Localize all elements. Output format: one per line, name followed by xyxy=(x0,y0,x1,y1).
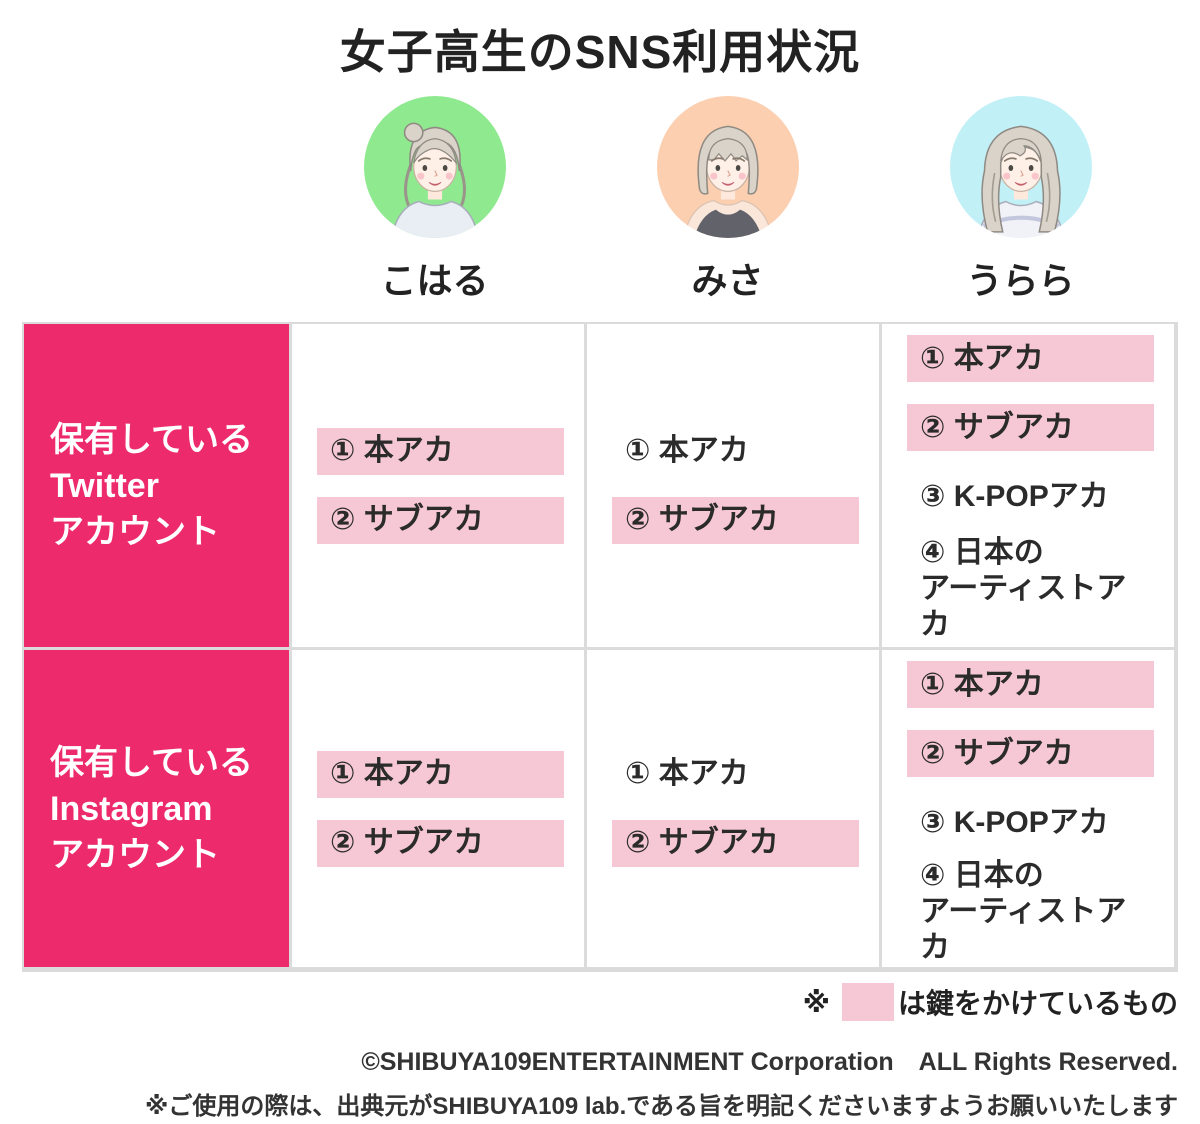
cell-twitter-koharu: ① 本アカ ② サブアカ xyxy=(292,324,584,647)
footer: ©SHIBUYA109ENTERTAINMENT Corporation ALL… xyxy=(22,1042,1178,1121)
account-item: ② サブアカ xyxy=(317,496,564,544)
account-item: ② サブアカ xyxy=(612,496,859,544)
legend-color-swatch xyxy=(841,983,894,1021)
cell-twitter-urara: ① 本アカ ② サブアカ ③ K-POPアカ ④ 日本の アーティストアカ xyxy=(882,324,1174,647)
persona-name-misa: みさ xyxy=(691,260,764,301)
account-item: ② サブアカ xyxy=(612,819,859,867)
persona-urara: うらら xyxy=(874,96,1167,304)
sns-usage-table: 保有している Twitter アカウント ① 本アカ ② サブアカ ① 本アカ … xyxy=(22,322,1178,972)
cell-instagram-koharu: ① 本アカ ② サブアカ xyxy=(292,650,584,967)
row-header-twitter: 保有している Twitter アカウント xyxy=(24,324,289,647)
page-title: 女子高生のSNS利用状況 xyxy=(339,26,861,78)
account-item: ① 本アカ xyxy=(907,335,1154,382)
account-item: ① 本アカ xyxy=(317,750,564,798)
legend-label: は鍵をかけているもの xyxy=(897,988,1178,1019)
persona-misa: みさ xyxy=(581,96,874,304)
account-item: ③ K-POPアカ xyxy=(920,805,1109,839)
source-note-text: ※ご使用の際は、出典元がSHIBUYA109 lab.である旨を明記くださいます… xyxy=(145,1093,1178,1120)
account-item: ② サブアカ xyxy=(907,730,1154,777)
persona-koharu: こはる xyxy=(288,96,581,304)
account-item: ① 本アカ xyxy=(317,427,564,475)
avatar-koharu-illustration xyxy=(363,96,506,238)
account-item: ① 本アカ xyxy=(625,757,749,790)
legend-asterisk: ※ xyxy=(802,986,830,1018)
cell-instagram-misa: ① 本アカ ② サブアカ xyxy=(587,650,879,967)
copyright-text: ©SHIBUYA109ENTERTAINMENT Corporation ALL… xyxy=(361,1048,1178,1076)
account-item: ② サブアカ xyxy=(317,819,564,867)
account-item: ④ 日本の アーティストアカ xyxy=(920,536,1127,641)
account-item: ③ K-POPアカ xyxy=(920,479,1109,513)
persona-name-urara: うらら xyxy=(966,260,1075,301)
persona-name-koharu: こはる xyxy=(380,260,489,301)
cell-twitter-misa: ① 本アカ ② サブアカ xyxy=(587,324,879,647)
persona-header-spacer xyxy=(22,96,288,304)
avatar-urara-illustration xyxy=(949,96,1092,238)
avatar-misa-illustration xyxy=(656,96,799,238)
locked-legend: ※ は鍵をかけているもの xyxy=(803,982,1178,1022)
persona-header-row: こはる xyxy=(22,96,1178,304)
cell-instagram-urara: ① 本アカ ② サブアカ ③ K-POPアカ ④ 日本の アーティストアカ xyxy=(882,650,1174,967)
row-header-instagram: 保有している Instagram アカウント xyxy=(24,650,289,967)
account-item: ① 本アカ xyxy=(907,661,1154,708)
account-item: ④ 日本の アーティストアカ xyxy=(920,859,1127,964)
account-item: ② サブアカ xyxy=(907,404,1154,451)
account-item: ① 本アカ xyxy=(625,434,749,467)
